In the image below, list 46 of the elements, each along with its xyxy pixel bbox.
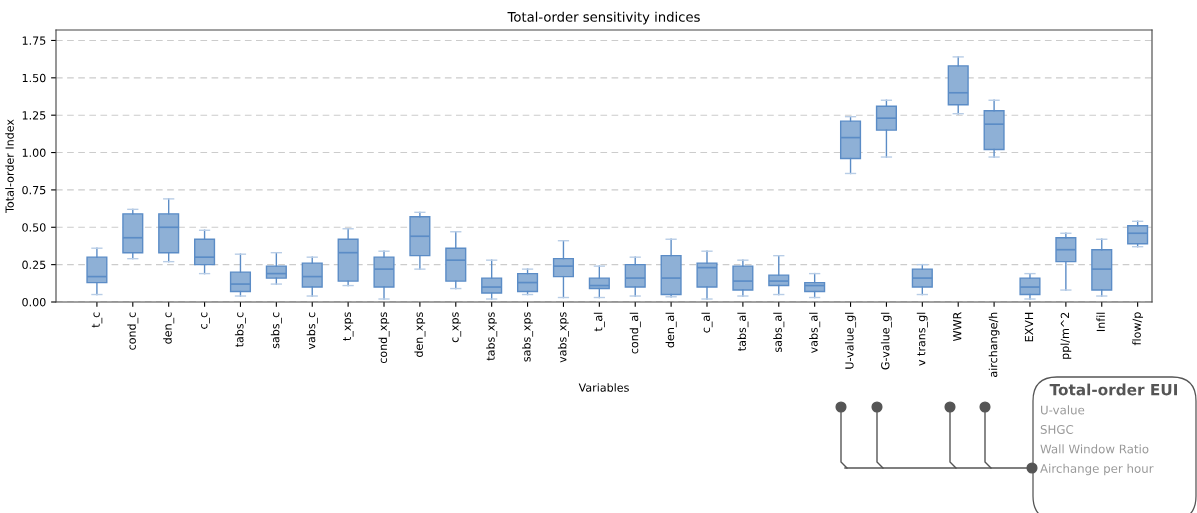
y-tick-label: 1.75	[22, 36, 46, 45]
x-tick-label: sabs_al	[773, 312, 785, 353]
x-tick-label: flow/p	[1132, 312, 1144, 346]
y-tick-label: 0.00	[22, 297, 46, 307]
text: Total-order EUI	[1049, 383, 1177, 396]
x-tick-label: sabs_xps	[522, 312, 534, 362]
x-tick-label: c_c	[201, 312, 210, 329]
x-tick-label: t_c	[91, 312, 103, 328]
x-tick-label: tabs_xps	[486, 312, 498, 361]
x-tick-label: t_al	[593, 312, 605, 332]
y-tick-label: 1.50	[22, 73, 46, 83]
x-tick-label: airchange/h	[988, 312, 1000, 377]
y-tick-label: 0.25	[22, 260, 46, 270]
x-tick-label: vabs_c	[306, 312, 318, 350]
x-tick-label: ppl/m^2	[1060, 312, 1072, 359]
text: Wall Window Ratio	[1040, 444, 1149, 454]
chart-title: Total-order sensitivity indices	[507, 11, 700, 25]
text: Airchange per hour	[1040, 463, 1154, 476]
text: U-value	[1041, 405, 1085, 415]
x-tick-label: vabs_xps	[557, 312, 569, 363]
x-tick-label: den_xps	[414, 312, 426, 358]
x-tick-label: tabs_al	[737, 312, 749, 351]
x-tick-label: t_xps	[343, 312, 354, 341]
x-tick-label: G-value_gl	[880, 312, 892, 370]
y-tick-label: 0.50	[22, 223, 46, 232]
x-tick-label: cond_al	[629, 312, 641, 354]
x-tick-label: c_xps	[452, 312, 462, 343]
x-tick-label: EXVH	[1024, 312, 1034, 342]
y-axis-title: Total-order Index	[5, 119, 14, 213]
x-tick-label: U-value_gl	[845, 312, 857, 369]
x-tick-label: v trans_gl	[916, 312, 928, 366]
x-tick-label: den_c	[163, 312, 175, 344]
x-tick-label: vabs_al	[809, 312, 821, 354]
x-tick-label: Infil	[1096, 312, 1105, 332]
x-tick-label: WWR	[953, 312, 962, 342]
x-tick-label: tabs_c	[234, 312, 246, 348]
x-tick-label: c_al	[701, 312, 713, 333]
x-tick-label: cond_xps	[378, 312, 390, 364]
y-tick-label: 0.75	[22, 185, 46, 195]
x-tick-label: den_al	[665, 312, 677, 348]
text: SHGC	[1040, 425, 1074, 434]
x-axis-title: Variables	[578, 383, 629, 392]
x-tick-label: cond_c	[127, 312, 139, 350]
y-tick-label: 1.00	[22, 148, 46, 157]
y-tick-label: 1.25	[22, 111, 46, 120]
x-tick-label: sabs_c	[270, 312, 282, 349]
